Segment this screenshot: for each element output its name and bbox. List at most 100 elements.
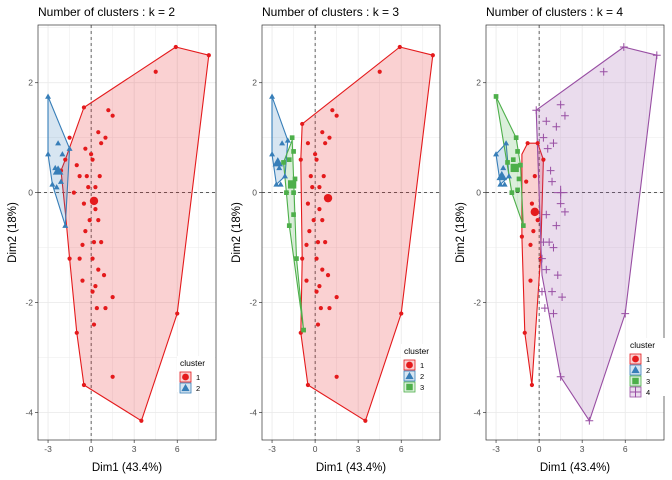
legend-label: 2 [646, 366, 650, 375]
data-point [510, 157, 516, 163]
legend: cluster 1 2 3 [401, 344, 439, 393]
data-point [556, 372, 565, 381]
data-point [81, 105, 87, 110]
data-point [532, 106, 541, 115]
x-tick-label: 0 [313, 444, 318, 454]
data-point [63, 157, 68, 162]
cluster-3-points [281, 135, 306, 333]
data-point [304, 242, 309, 247]
y-tick-label: 2 [28, 78, 33, 88]
data-point [67, 135, 72, 140]
data-point [66, 145, 73, 151]
y-tick-label: 2 [476, 78, 481, 88]
data-point [87, 218, 92, 223]
data-point [59, 151, 66, 157]
x-tick-label: 0 [537, 444, 542, 454]
y-axis-label: Dim2 (18%) [7, 202, 19, 263]
legend-key-marker [406, 383, 413, 391]
data-point [585, 416, 594, 425]
data-point [90, 289, 95, 294]
data-point [524, 179, 529, 184]
data-point [153, 69, 158, 74]
legend-key-marker [405, 371, 414, 380]
data-point [291, 212, 296, 217]
data-point [307, 229, 312, 234]
y-tick-label: -4 [249, 408, 257, 418]
data-point [556, 199, 565, 208]
data-point [300, 121, 305, 127]
legend-item-2: 2 [403, 370, 424, 382]
legend-title: cluster [630, 340, 655, 350]
data-point [301, 327, 306, 333]
x-tick-label: 6 [399, 444, 404, 454]
data-point [363, 418, 368, 423]
data-point [310, 185, 315, 190]
data-point [55, 140, 62, 146]
data-point [273, 181, 280, 187]
data-point [330, 108, 335, 113]
x-axis-label: Dim1 (43.4%) [540, 462, 610, 474]
x-axis-label: Dim1 (43.4%) [316, 462, 386, 474]
y-tick-label: -4 [473, 408, 481, 418]
data-point [281, 173, 288, 179]
data-point [289, 135, 295, 141]
data-point [529, 201, 535, 206]
data-point [552, 122, 561, 131]
legend-title: cluster [404, 346, 429, 356]
panel-border [37, 24, 217, 441]
data-point [528, 278, 533, 283]
cluster-1-centroid [530, 207, 540, 217]
panel-title: Number of clusters : k = 2 [38, 5, 175, 19]
y-tick-label: -2 [473, 298, 481, 308]
panels: -3 0 3 6 -4 -2 0 2 Number of clusters : k = 2 Dim… [7, 5, 665, 474]
data-point [77, 174, 82, 179]
data-point [501, 181, 508, 187]
data-point [525, 141, 530, 146]
data-point [45, 93, 52, 99]
data-point [83, 229, 88, 234]
panel-k3: -3 0 3 6 -4 -2 0 2 Number of clusters : k = 3 Dim… [231, 5, 441, 474]
data-point [318, 305, 323, 311]
data-point [531, 229, 536, 234]
panel-k2: -3 0 3 6 -4 -2 0 2 Number of clusters : k = 2 Dim… [7, 5, 217, 474]
data-point [515, 187, 520, 193]
legend-label: 4 [646, 388, 650, 397]
data-point [313, 152, 318, 157]
data-point [323, 240, 328, 245]
y-tick-label: 2 [252, 78, 257, 88]
data-point [561, 111, 569, 120]
y-tick-label: 0 [28, 188, 33, 198]
data-point [269, 151, 276, 157]
data-point [93, 207, 98, 212]
data-point [621, 309, 630, 318]
data-point [553, 271, 562, 279]
legend-item-1: 1 [179, 371, 200, 383]
data-point [269, 93, 276, 99]
data-point [276, 164, 283, 171]
cluster-3-centroid [510, 163, 519, 173]
legend-key-marker [406, 361, 413, 369]
legend-label: 1 [196, 373, 200, 382]
data-point [334, 113, 339, 118]
data-point [542, 117, 551, 126]
data-point [509, 190, 515, 195]
data-point [540, 304, 549, 312]
data-point [513, 135, 519, 141]
data-point [106, 108, 111, 113]
data-point [549, 309, 558, 318]
data-point [80, 278, 85, 283]
data-point [549, 243, 558, 252]
legend-key-marker [182, 373, 189, 381]
data-point [549, 139, 558, 148]
cluster-1-points [58, 44, 211, 423]
x-tick-label: -3 [492, 444, 500, 454]
data-point [291, 190, 296, 195]
data-point [91, 322, 97, 327]
data-point [74, 163, 79, 168]
cluster-4-points [532, 43, 661, 425]
data-point [538, 254, 546, 263]
x-tick-label: 3 [580, 444, 585, 454]
legend-label: 1 [646, 355, 650, 364]
y-tick-label: -4 [25, 408, 33, 418]
legend-item-3: 3 [629, 375, 650, 387]
